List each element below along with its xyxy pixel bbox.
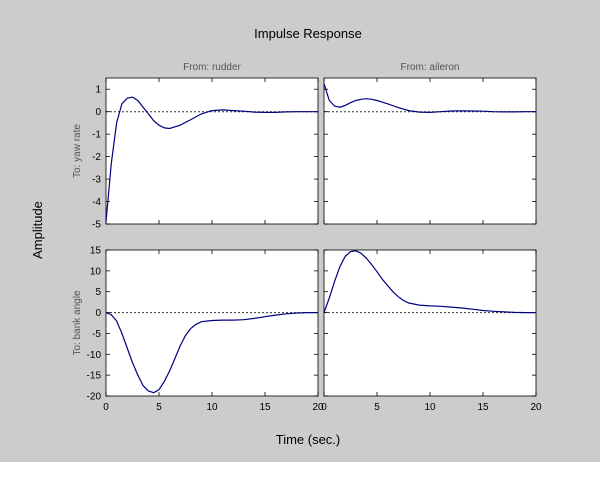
y-tick-label: 0 bbox=[95, 107, 101, 118]
x-tick-label: 20 bbox=[312, 402, 324, 413]
output-label: To: bank angle bbox=[72, 290, 83, 355]
y-tick-label: -2 bbox=[92, 152, 101, 163]
y-tick-label: -5 bbox=[92, 329, 101, 340]
x-tick-label: 0 bbox=[321, 402, 327, 413]
x-axis-label: Time (sec.) bbox=[276, 432, 341, 447]
y-tick-label: -5 bbox=[92, 220, 101, 231]
y-tick-label: 15 bbox=[90, 246, 102, 257]
y-tick-label: 5 bbox=[95, 287, 101, 298]
y-tick-label: -3 bbox=[92, 175, 101, 186]
panel-1-0-response-line bbox=[105, 312, 318, 394]
y-tick-label: 1 bbox=[95, 85, 101, 96]
y-tick-label: -20 bbox=[87, 392, 102, 403]
y-axis-label: Amplitude bbox=[30, 201, 45, 259]
x-tick-label: 15 bbox=[259, 402, 271, 413]
x-tick-label: 10 bbox=[424, 402, 436, 413]
panel-0-0-axes bbox=[105, 77, 319, 225]
output-label: To: yaw rate bbox=[72, 124, 83, 178]
y-tick-label: -10 bbox=[87, 350, 102, 361]
y-tick-label: -1 bbox=[92, 130, 101, 141]
input-label: From: aileron bbox=[401, 62, 460, 73]
panel-1-1-response-line bbox=[323, 250, 536, 314]
x-tick-label: 10 bbox=[206, 402, 218, 413]
y-tick-label: 10 bbox=[90, 266, 102, 277]
panel-0-1-response-line bbox=[323, 83, 536, 114]
x-tick-label: 20 bbox=[530, 402, 542, 413]
x-tick-label: 0 bbox=[103, 402, 109, 413]
input-label: From: rudder bbox=[183, 62, 241, 73]
y-tick-label: -15 bbox=[87, 371, 102, 382]
panel-0-0-response-line bbox=[105, 96, 318, 222]
x-tick-label: 5 bbox=[156, 402, 162, 413]
panel-0-1-axes bbox=[323, 77, 537, 225]
x-tick-label: 5 bbox=[374, 402, 380, 413]
chart-title: Impulse Response bbox=[254, 26, 362, 41]
panel-1-1-axes bbox=[323, 249, 537, 397]
y-tick-label: 0 bbox=[95, 308, 101, 319]
x-tick-label: 15 bbox=[477, 402, 489, 413]
y-tick-label: -4 bbox=[92, 197, 101, 208]
